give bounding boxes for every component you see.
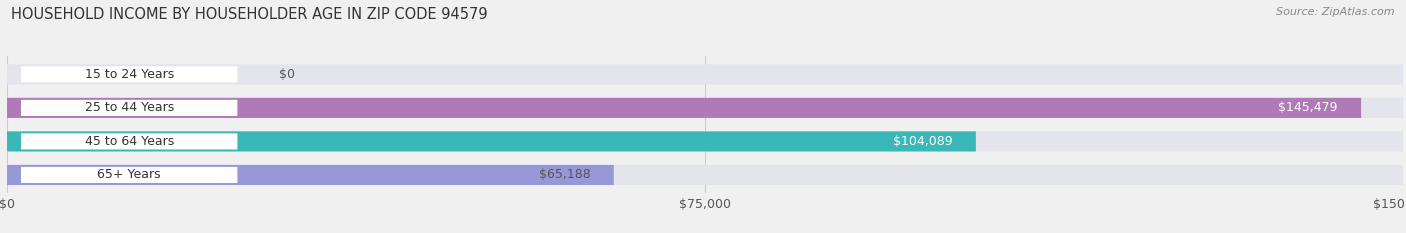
Text: $65,188: $65,188 — [538, 168, 591, 182]
Text: $0: $0 — [280, 68, 295, 81]
FancyBboxPatch shape — [7, 98, 1361, 118]
FancyBboxPatch shape — [21, 100, 238, 116]
FancyBboxPatch shape — [7, 165, 1403, 185]
Text: $145,479: $145,479 — [1278, 101, 1339, 114]
FancyBboxPatch shape — [7, 131, 1403, 151]
Text: 65+ Years: 65+ Years — [97, 168, 162, 182]
Text: Source: ZipAtlas.com: Source: ZipAtlas.com — [1277, 7, 1395, 17]
Text: 25 to 44 Years: 25 to 44 Years — [84, 101, 174, 114]
FancyBboxPatch shape — [7, 64, 1403, 84]
FancyBboxPatch shape — [7, 131, 976, 151]
FancyBboxPatch shape — [21, 167, 238, 183]
FancyBboxPatch shape — [7, 165, 614, 185]
Text: 15 to 24 Years: 15 to 24 Years — [84, 68, 174, 81]
FancyBboxPatch shape — [21, 66, 238, 82]
Text: $104,089: $104,089 — [893, 135, 953, 148]
FancyBboxPatch shape — [7, 98, 1403, 118]
Text: 45 to 64 Years: 45 to 64 Years — [84, 135, 174, 148]
FancyBboxPatch shape — [21, 133, 238, 149]
Text: HOUSEHOLD INCOME BY HOUSEHOLDER AGE IN ZIP CODE 94579: HOUSEHOLD INCOME BY HOUSEHOLDER AGE IN Z… — [11, 7, 488, 22]
